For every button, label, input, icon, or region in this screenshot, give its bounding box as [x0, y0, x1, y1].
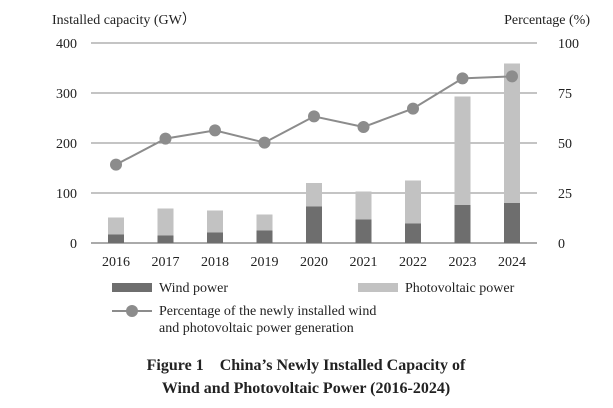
x-tick-label: 2022 — [399, 255, 427, 270]
percentage-point-2020 — [308, 110, 320, 123]
bar-pv-2022 — [405, 180, 421, 224]
bar-wind-2023 — [454, 205, 471, 243]
bar-wind-2022 — [405, 223, 421, 243]
bar-wind-2019 — [256, 230, 273, 243]
legend-marker-percentage — [126, 305, 138, 317]
bar-wind-2018 — [207, 232, 223, 243]
x-tick-label: 2021 — [350, 255, 378, 270]
y-tick-label: 400 — [56, 37, 77, 52]
bar-wind-2017 — [157, 235, 174, 243]
legend-swatch-pv — [358, 283, 398, 292]
percentage-point-2024 — [506, 70, 518, 83]
x-tick-label: 2020 — [300, 255, 328, 270]
y2-tick-label: 100 — [558, 37, 579, 52]
legend-label-wind: Wind power — [159, 281, 228, 296]
bar-pv-2017 — [157, 208, 174, 236]
chart-title: Figure 1 China’s Newly Installed Capacit… — [147, 357, 466, 374]
bar-pv-2021 — [355, 191, 372, 220]
x-tick-label: 2016 — [102, 255, 130, 270]
x-tick-label: 2017 — [152, 255, 180, 270]
legend-swatch-wind — [112, 283, 152, 292]
y2-tick-label: 50 — [558, 137, 572, 152]
x-tick-label: 2018 — [201, 255, 229, 270]
bar-wind-2020 — [306, 206, 322, 243]
x-tick-label: 2023 — [449, 255, 477, 270]
percentage-point-2022 — [407, 102, 419, 115]
bar-wind-2016 — [108, 234, 124, 243]
percentage-point-2021 — [357, 121, 370, 133]
y2-tick-label: 75 — [558, 87, 572, 102]
percentage-point-2017 — [159, 132, 172, 145]
legend-label-percentage: Percentage of the newly installed wind — [159, 304, 376, 319]
y-axis-label: Installed capacity (GW） — [52, 12, 196, 28]
bar-pv-2019 — [256, 214, 273, 231]
y2-axis-label: Percentage (%) — [504, 13, 590, 28]
legend-label-percentage-line2: and photovoltaic power generation — [159, 321, 354, 336]
percentage-point-2023 — [456, 72, 469, 85]
x-tick-label: 2024 — [498, 255, 526, 270]
percentage-point-2019 — [258, 136, 271, 149]
x-tick-label: 2019 — [251, 255, 279, 270]
y2-tick-label: 0 — [558, 237, 565, 252]
y-tick-label: 100 — [56, 187, 77, 202]
percentage-point-2018 — [209, 124, 221, 137]
y2-tick-label: 25 — [558, 187, 572, 202]
y-tick-label: 0 — [70, 237, 77, 252]
bar-wind-2021 — [355, 219, 372, 243]
y-tick-label: 300 — [56, 87, 77, 102]
bar-pv-2024 — [504, 63, 520, 203]
bar-pv-2016 — [108, 217, 124, 235]
percentage-point-2016 — [110, 158, 122, 171]
bar-pv-2018 — [207, 210, 223, 233]
chart-title-line2: Wind and Photovoltaic Power (2016-2024) — [162, 380, 450, 397]
bar-wind-2024 — [504, 203, 520, 243]
bar-pv-2020 — [306, 183, 322, 207]
legend-label-pv: Photovoltaic power — [405, 281, 515, 296]
y-tick-label: 200 — [56, 137, 77, 152]
bar-pv-2023 — [454, 96, 471, 205]
